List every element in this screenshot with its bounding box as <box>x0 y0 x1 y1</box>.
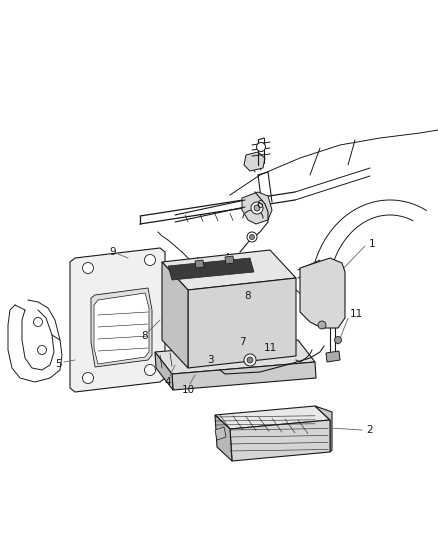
Text: 3: 3 <box>207 355 213 365</box>
Polygon shape <box>300 258 345 328</box>
Polygon shape <box>168 258 254 280</box>
Circle shape <box>257 142 265 151</box>
Text: 11: 11 <box>350 309 363 319</box>
Circle shape <box>244 354 256 366</box>
Text: 6: 6 <box>257 200 263 210</box>
Text: 10: 10 <box>181 385 194 395</box>
Polygon shape <box>91 288 152 367</box>
Polygon shape <box>70 248 165 392</box>
Polygon shape <box>215 415 232 461</box>
Text: 2: 2 <box>367 425 373 435</box>
Circle shape <box>82 262 93 273</box>
Polygon shape <box>215 427 226 440</box>
Polygon shape <box>326 351 340 362</box>
Text: 8: 8 <box>245 291 251 301</box>
Polygon shape <box>172 362 316 390</box>
Circle shape <box>251 202 263 214</box>
Circle shape <box>335 336 342 343</box>
Text: 1: 1 <box>369 239 375 249</box>
Circle shape <box>145 365 155 376</box>
Text: 8: 8 <box>141 331 148 341</box>
Circle shape <box>318 321 326 329</box>
Circle shape <box>254 205 260 211</box>
Polygon shape <box>230 420 330 461</box>
Circle shape <box>250 235 254 239</box>
Circle shape <box>33 318 42 327</box>
Circle shape <box>82 373 93 384</box>
Text: 4: 4 <box>165 377 171 387</box>
Polygon shape <box>215 406 330 429</box>
Polygon shape <box>155 352 173 390</box>
Polygon shape <box>225 256 234 264</box>
Circle shape <box>247 357 253 363</box>
Polygon shape <box>162 250 296 290</box>
Circle shape <box>38 345 46 354</box>
Polygon shape <box>244 152 265 171</box>
Polygon shape <box>195 260 204 268</box>
Polygon shape <box>242 192 272 224</box>
Circle shape <box>145 254 155 265</box>
Text: 7: 7 <box>239 337 245 347</box>
Polygon shape <box>188 278 296 368</box>
Polygon shape <box>155 340 315 374</box>
Text: 11: 11 <box>263 343 277 353</box>
Polygon shape <box>94 293 149 364</box>
Circle shape <box>247 232 257 242</box>
Polygon shape <box>162 262 188 368</box>
Text: 5: 5 <box>55 359 61 369</box>
Text: 9: 9 <box>110 247 117 257</box>
Polygon shape <box>315 406 332 452</box>
